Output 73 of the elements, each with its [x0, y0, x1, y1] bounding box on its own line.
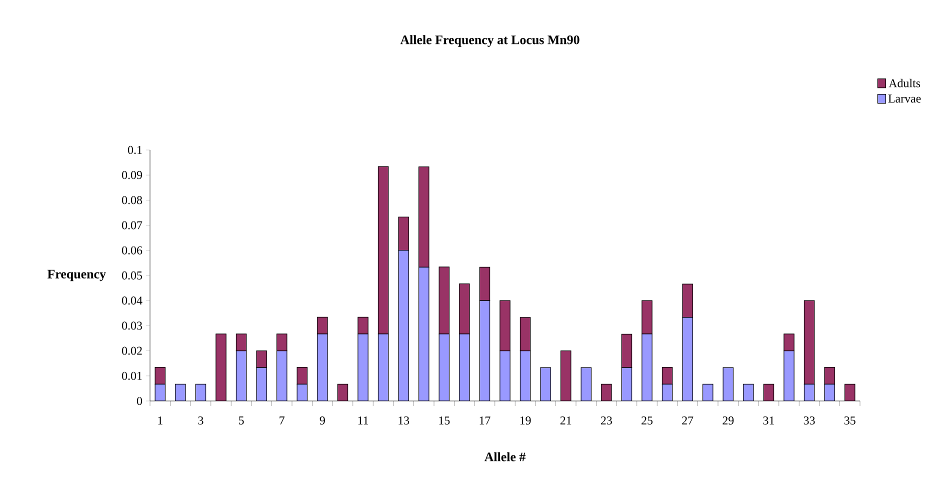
x-tick-label: 7: [280, 416, 285, 424]
bar: [276, 350, 287, 401]
y-axis-title: Frequency: [47, 270, 106, 282]
x-tick-label: 19: [520, 416, 531, 425]
bar: [804, 300, 815, 384]
y-tick-label: 0.09: [122, 171, 142, 180]
bar: [378, 334, 388, 401]
y-tick-label: 0.05: [122, 271, 142, 280]
bar: [520, 317, 531, 352]
bar: [621, 334, 632, 368]
bar: [439, 334, 450, 401]
bar: [296, 367, 308, 384]
x-tick-label: 9: [320, 416, 325, 425]
bar: [520, 350, 530, 401]
bar: [642, 300, 652, 334]
legend-label: Larvae: [888, 94, 921, 103]
y-tick-label: 0.08: [122, 196, 142, 204]
x-tick-label: 5: [238, 416, 244, 424]
bar: [500, 300, 510, 352]
y-tick-label: 0.1: [128, 146, 142, 154]
x-tick-label: 33: [804, 416, 815, 425]
bar: [358, 334, 368, 401]
bar: [824, 367, 835, 384]
y-tick-label: 0.04: [122, 296, 142, 305]
bar: [581, 368, 592, 401]
y-tick-label: 0.01: [122, 372, 142, 380]
x-axis-title: Allele #: [484, 452, 526, 462]
x-tick-label: 3: [198, 416, 204, 425]
bar: [560, 350, 571, 401]
x-tick-label: 15: [439, 416, 450, 425]
x-tick-label: 29: [722, 416, 734, 425]
bar: [216, 334, 226, 401]
bar: [682, 317, 693, 401]
x-tick-label: 21: [560, 416, 572, 424]
bar: [479, 266, 490, 301]
x-tick-label: 25: [642, 416, 653, 425]
x-tick-label: 35: [844, 416, 856, 425]
bar: [236, 350, 246, 401]
bar: [398, 216, 409, 251]
bar: [418, 267, 429, 401]
y-tick-label: 0.07: [122, 221, 142, 230]
chart-title: Allele Frequency at Locus Mn90: [400, 35, 580, 47]
x-tick-label: 23: [600, 416, 612, 425]
bar: [642, 334, 652, 401]
bar: [540, 368, 551, 401]
bar: [438, 266, 450, 334]
legend-label: Adults: [888, 78, 920, 88]
x-tick-label: 31: [763, 416, 774, 425]
y-tick-label: 0.02: [122, 346, 142, 355]
x-tick-label: 27: [682, 416, 694, 424]
bar: [418, 166, 430, 268]
bar: [317, 334, 328, 401]
x-tick-label: 13: [398, 416, 410, 425]
bar: [459, 334, 470, 401]
bar: [480, 300, 490, 401]
bar: [459, 283, 470, 334]
y-tick-label: 0.03: [122, 322, 142, 330]
bar: [682, 284, 693, 318]
bar: [662, 367, 673, 384]
x-tick-label: 11: [358, 416, 368, 424]
bar: [500, 350, 510, 401]
bar: [256, 350, 267, 368]
bar: [398, 250, 409, 401]
bar: [256, 368, 267, 401]
bar: [154, 367, 166, 384]
y-tick-label: 0: [136, 396, 142, 406]
y-tick-label: 0.06: [122, 246, 142, 254]
x-tick-label: 17: [480, 416, 490, 424]
bar: [378, 166, 389, 334]
bar: [622, 368, 632, 401]
bar: [723, 368, 734, 401]
x-tick-label: 1: [158, 416, 162, 424]
bar: [784, 350, 794, 401]
